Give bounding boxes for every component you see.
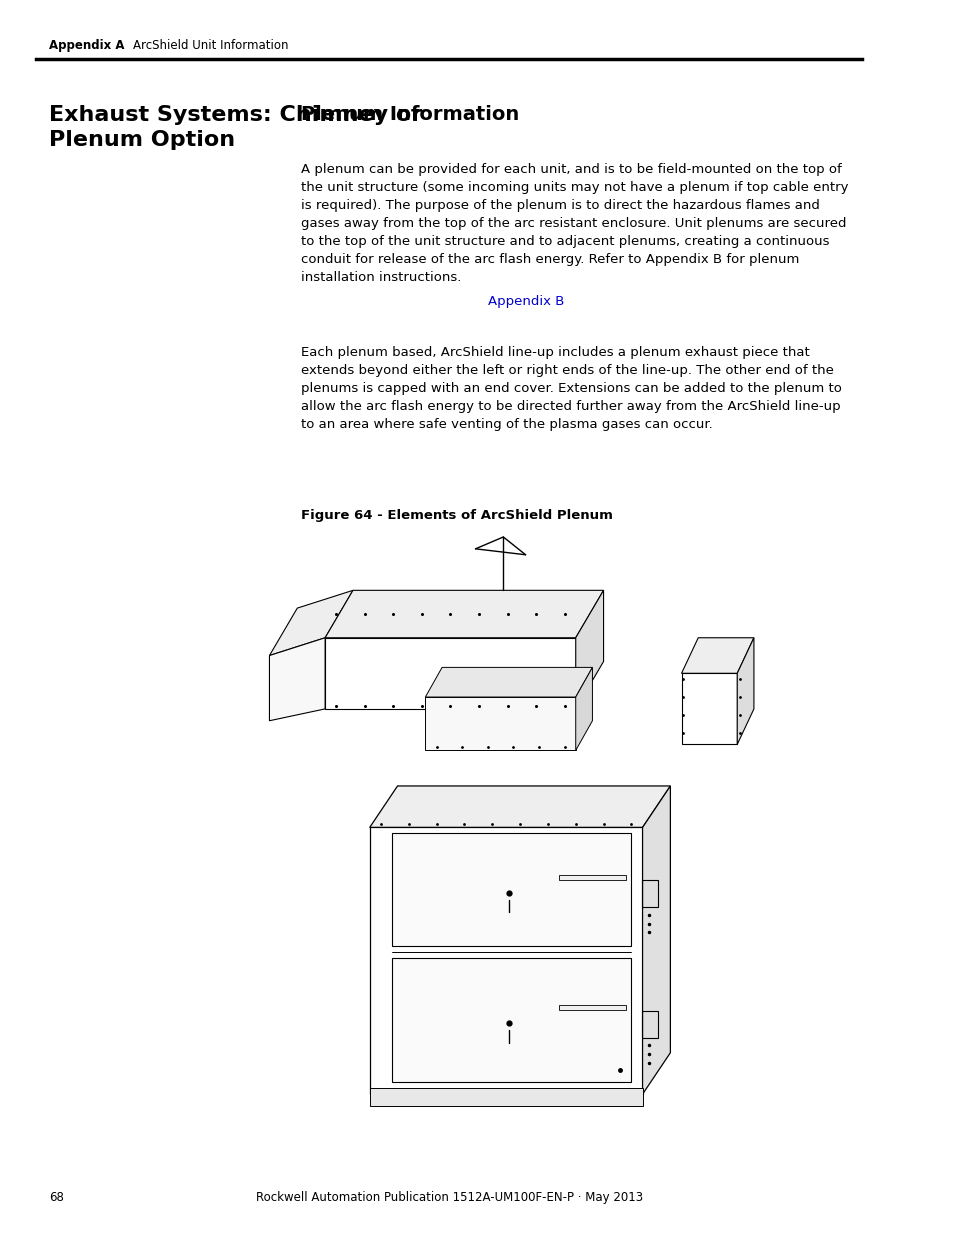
Polygon shape [392, 958, 631, 1082]
Polygon shape [575, 590, 603, 709]
Polygon shape [370, 785, 670, 827]
Text: Plenum Information: Plenum Information [300, 105, 518, 124]
Polygon shape [737, 637, 753, 745]
Polygon shape [392, 834, 631, 946]
Polygon shape [269, 637, 325, 721]
Polygon shape [680, 673, 737, 745]
Text: Each plenum based, ArcShield line-up includes a plenum exhaust piece that
extend: Each plenum based, ArcShield line-up inc… [300, 346, 841, 431]
Polygon shape [325, 590, 603, 637]
Polygon shape [370, 1088, 642, 1107]
Polygon shape [425, 667, 592, 697]
Text: ArcShield Unit Information: ArcShield Unit Information [132, 38, 288, 52]
Polygon shape [370, 827, 642, 1094]
Text: A plenum can be provided for each unit, and is to be field-mounted on the top of: A plenum can be provided for each unit, … [300, 163, 847, 284]
Text: Figure 64 - Elements of ArcShield Plenum: Figure 64 - Elements of ArcShield Plenum [300, 509, 612, 522]
Text: 68: 68 [50, 1191, 64, 1204]
Text: Appendix B: Appendix B [487, 295, 563, 308]
Polygon shape [269, 590, 353, 656]
Polygon shape [425, 697, 575, 751]
Polygon shape [325, 637, 575, 709]
Polygon shape [558, 1005, 625, 1010]
Text: Exhaust Systems: Chimney or
Plenum Option: Exhaust Systems: Chimney or Plenum Optio… [50, 105, 422, 149]
Polygon shape [642, 785, 670, 1094]
Text: Appendix A: Appendix A [50, 38, 125, 52]
Polygon shape [680, 637, 753, 673]
Polygon shape [558, 874, 625, 879]
Text: Rockwell Automation Publication 1512A-UM100F-EN-P · May 2013: Rockwell Automation Publication 1512A-UM… [255, 1191, 642, 1204]
Polygon shape [575, 667, 592, 751]
